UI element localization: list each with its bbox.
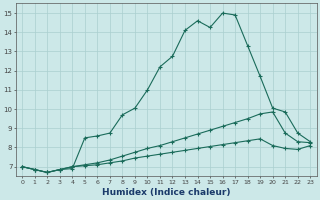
X-axis label: Humidex (Indice chaleur): Humidex (Indice chaleur) [102,188,230,197]
